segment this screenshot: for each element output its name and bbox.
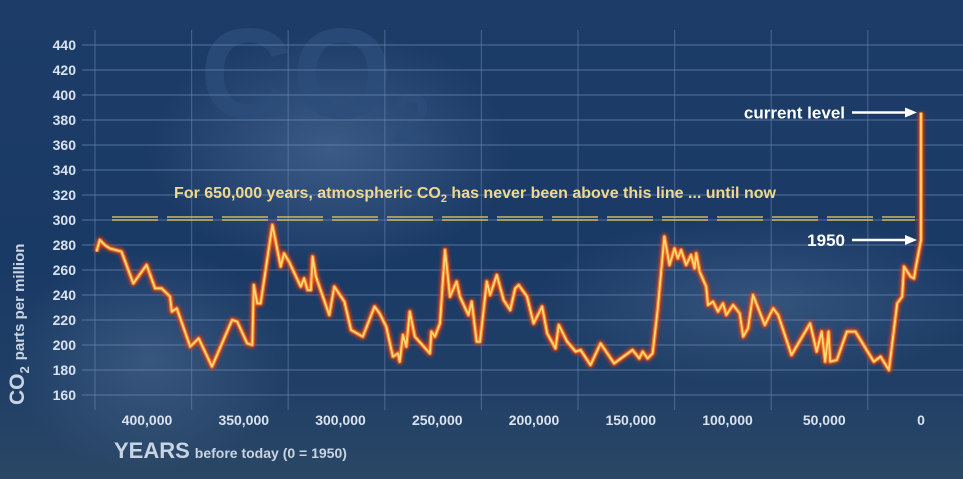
y-tick-label: 200 xyxy=(53,337,77,353)
x-tick-label: 350,000 xyxy=(218,412,269,428)
y-tick-label: 360 xyxy=(53,137,77,153)
x-tick-label: 300,000 xyxy=(315,412,366,428)
co2-watermark: CO2 xyxy=(200,3,431,158)
y-axis-ticks: 160 180 200 220 240 260 280 300 320 340 360 380 400 4… xyxy=(53,37,77,403)
arrowhead-icon xyxy=(905,235,917,245)
x-tick-label: 150,000 xyxy=(605,412,656,428)
y-tick-label: 320 xyxy=(53,187,77,203)
series-glow xyxy=(93,112,924,373)
y-tick-label: 440 xyxy=(53,37,77,53)
x-tick-label: 100,000 xyxy=(702,412,753,428)
annotation-label: 1950 xyxy=(807,231,845,250)
annotation-label: current level xyxy=(744,104,845,123)
series-outline xyxy=(94,112,923,372)
y-tick-label: 220 xyxy=(53,312,77,328)
y-tick-label: 400 xyxy=(53,87,77,103)
y-tick-label: 160 xyxy=(53,387,77,403)
x-tick-label: 0 xyxy=(917,412,925,428)
threshold-line xyxy=(112,216,915,221)
y-tick-label: 380 xyxy=(53,112,77,128)
annotations: current level 1950 xyxy=(744,104,917,250)
y-tick-label: 240 xyxy=(53,287,77,303)
y-tick-label: 420 xyxy=(53,62,77,78)
y-tick-label: 280 xyxy=(53,237,77,253)
y-tick-label: 300 xyxy=(53,212,77,228)
y-tick-label: 260 xyxy=(53,262,77,278)
arrowhead-icon xyxy=(905,107,917,118)
x-tick-label: 250,000 xyxy=(412,412,463,428)
x-tick-label: 200,000 xyxy=(509,412,560,428)
x-axis-ticks: 400,000 350,000 300,000 250,000 200,000 150,0… xyxy=(122,412,925,428)
series-line xyxy=(95,112,922,371)
threshold-label: For 650,000 years, atmospheric CO2 has n… xyxy=(174,185,776,205)
y-axis-label: CO2parts per million xyxy=(6,244,32,405)
y-tick-label: 340 xyxy=(53,162,77,178)
x-tick-label: 400,000 xyxy=(122,412,173,428)
co2-series xyxy=(93,112,924,373)
x-axis-label: YEARS before today (0 = 1950) xyxy=(114,438,347,463)
y-tick-label: 180 xyxy=(53,362,77,378)
x-tick-label: 50,000 xyxy=(803,412,846,428)
